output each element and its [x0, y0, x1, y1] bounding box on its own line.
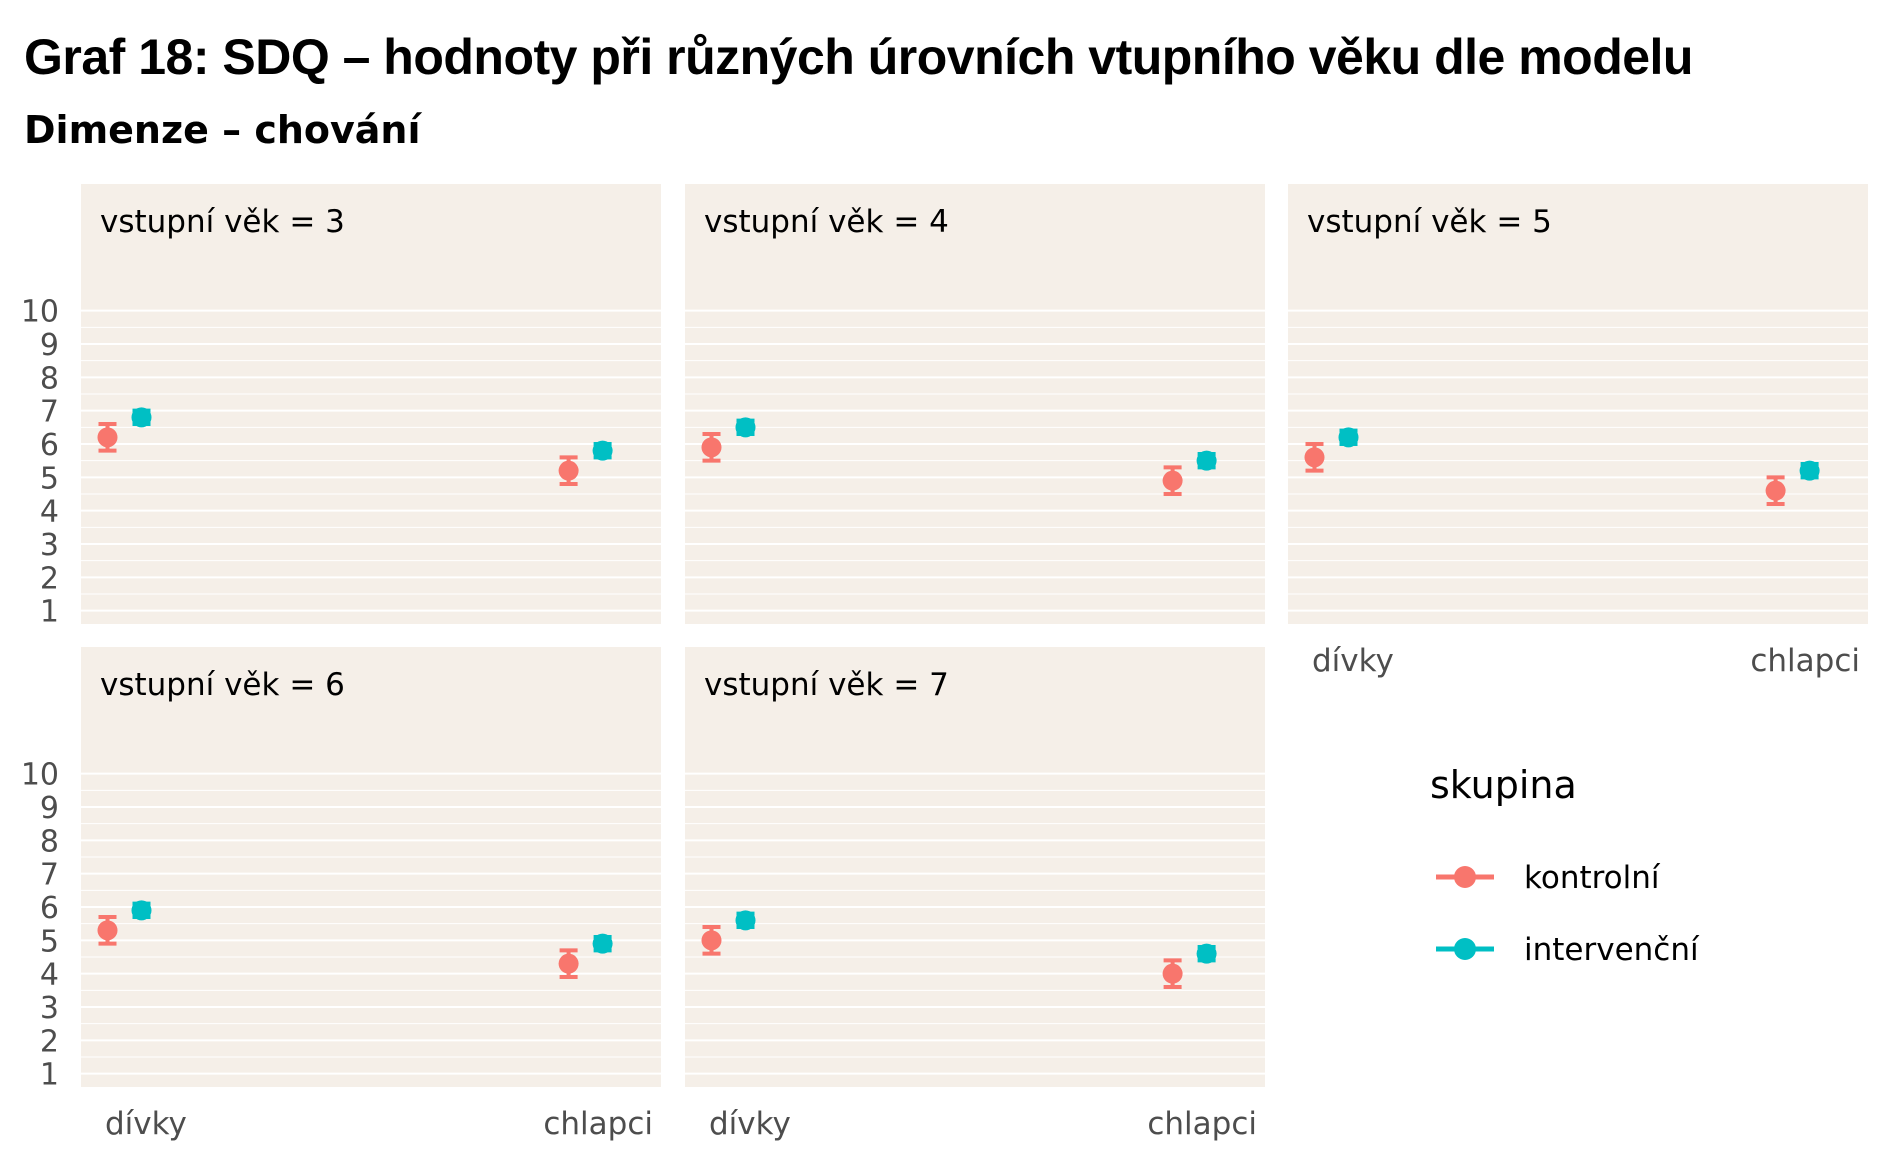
facet-label: vstupní věk = 5: [1307, 204, 1552, 240]
data-point-intervencni: [592, 933, 613, 954]
x-tick-label: dívky: [105, 1106, 187, 1142]
data-point-intervencni: [1338, 427, 1359, 448]
x-tick-label: chlapci: [1147, 1106, 1257, 1142]
panel-background: [81, 184, 661, 624]
x-tick-label: dívky: [709, 1106, 791, 1142]
data-point-kontrolni: [701, 437, 722, 458]
y-tick-label: 1: [40, 1058, 59, 1093]
legend-entry-label: intervenční: [1524, 932, 1700, 968]
y-tick-label: 9: [40, 328, 59, 363]
y-tick-label: 5: [40, 924, 59, 959]
y-tick-label: 10: [21, 295, 59, 330]
data-point-kontrolni: [701, 930, 722, 951]
data-point-intervencni: [131, 900, 152, 921]
y-tick-label: 2: [40, 561, 59, 596]
facet-label: vstupní věk = 3: [100, 204, 345, 240]
data-point-intervencni: [592, 440, 613, 461]
panel-background: [685, 647, 1265, 1087]
y-tick-label: 1: [40, 595, 59, 630]
y-tick-label: 4: [40, 495, 59, 530]
y-tick-label: 3: [40, 991, 59, 1026]
data-point-kontrolni: [1765, 480, 1786, 501]
y-tick-label: 5: [40, 461, 59, 496]
panel-background: [1288, 184, 1868, 624]
y-tick-label: 10: [21, 758, 59, 793]
facet-label: vstupní věk = 6: [100, 667, 345, 703]
y-tick-label: 4: [40, 958, 59, 993]
data-point-kontrolni: [97, 920, 118, 941]
chart-title: Graf 18: SDQ – hodnoty při různých úrovn…: [24, 29, 1693, 85]
panel-background: [685, 184, 1265, 624]
facet-label: vstupní věk = 7: [704, 667, 949, 703]
facet-label: vstupní věk = 4: [704, 204, 949, 240]
y-tick-label: 3: [40, 528, 59, 563]
chart-subtitle: Dimenze – chování: [24, 108, 421, 152]
panel-background: [81, 647, 661, 1087]
x-tick-label: dívky: [1312, 643, 1394, 679]
x-tick-label: chlapci: [543, 1106, 653, 1142]
y-tick-label: 7: [40, 395, 59, 430]
legend-entry-label: kontrolní: [1524, 860, 1661, 896]
data-point-kontrolni: [97, 427, 118, 448]
y-tick-label: 2: [40, 1024, 59, 1059]
y-tick-label: 6: [40, 428, 59, 463]
y-tick-label: 9: [40, 791, 59, 826]
data-point-intervencni: [1196, 450, 1217, 471]
data-point-intervencni: [735, 417, 756, 438]
y-tick-label: 6: [40, 891, 59, 926]
x-tick-label: chlapci: [1750, 643, 1860, 679]
data-point-intervencni: [131, 407, 152, 428]
data-point-kontrolni: [558, 460, 579, 481]
data-point-intervencni: [1799, 460, 1820, 481]
data-point-intervencni: [735, 910, 756, 931]
legend-key-point: [1454, 866, 1476, 888]
legend-key-point: [1454, 938, 1476, 960]
y-tick-label: 7: [40, 858, 59, 893]
data-point-kontrolni: [1162, 963, 1183, 984]
data-point-kontrolni: [1162, 470, 1183, 491]
data-point-kontrolni: [1304, 447, 1325, 468]
data-point-intervencni: [1196, 943, 1217, 964]
y-tick-label: 8: [40, 361, 59, 396]
y-tick-label: 8: [40, 824, 59, 859]
data-point-kontrolni: [558, 953, 579, 974]
legend-title: skupina: [1430, 763, 1577, 807]
